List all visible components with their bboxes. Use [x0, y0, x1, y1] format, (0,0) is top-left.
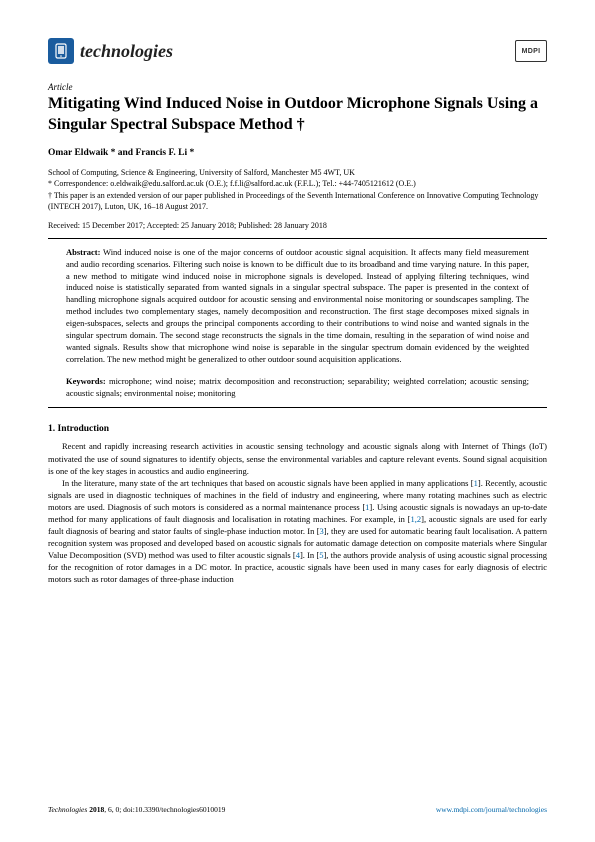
keywords-label: Keywords:	[66, 376, 106, 386]
article-authors: Omar Eldwaik * and Francis F. Li *	[48, 148, 547, 158]
section-1-para-1: Recent and rapidly increasing research a…	[48, 440, 547, 476]
footer-journal-link[interactable]: www.mdpi.com/journal/technologies	[436, 805, 547, 814]
journal-icon	[48, 38, 74, 64]
abstract-body: Wind induced noise is one of the major c…	[66, 247, 529, 364]
journal-brand: technologies	[48, 38, 173, 64]
keywords-body: microphone; wind noise; matrix decomposi…	[66, 376, 529, 398]
section-1-heading: 1. Introduction	[48, 424, 547, 434]
rule-top	[48, 238, 547, 239]
correspondence-line: * Correspondence: o.eldwaik@edu.salford.…	[48, 179, 547, 190]
abstract-text: Abstract: Wind induced noise is one of t…	[66, 247, 529, 366]
publisher-logo: MDPI	[515, 40, 547, 62]
rule-bottom	[48, 407, 547, 408]
article-title: Mitigating Wind Induced Noise in Outdoor…	[48, 94, 547, 136]
affiliation-line: School of Computing, Science & Engineeri…	[48, 168, 547, 179]
journal-name: technologies	[80, 41, 173, 62]
abstract-block: Abstract: Wind induced noise is one of t…	[48, 247, 547, 400]
paper-note: † This paper is an extended version of o…	[48, 191, 547, 213]
page-footer: Technologies 2018, 6, 0; doi:10.3390/tec…	[48, 805, 547, 814]
publication-dates: Received: 15 December 2017; Accepted: 25…	[48, 221, 547, 230]
section-1-para-2: In the literature, many state of the art…	[48, 477, 547, 586]
citation-ref[interactable]: 1,2	[411, 514, 422, 524]
affiliation-block: School of Computing, Science & Engineeri…	[48, 168, 547, 213]
footer-citation: Technologies 2018, 6, 0; doi:10.3390/tec…	[48, 805, 225, 814]
page-header: technologies MDPI	[48, 38, 547, 64]
article-type: Article	[48, 82, 547, 92]
abstract-label: Abstract:	[66, 247, 100, 257]
keywords-text: Keywords: microphone; wind noise; matrix…	[66, 376, 529, 400]
